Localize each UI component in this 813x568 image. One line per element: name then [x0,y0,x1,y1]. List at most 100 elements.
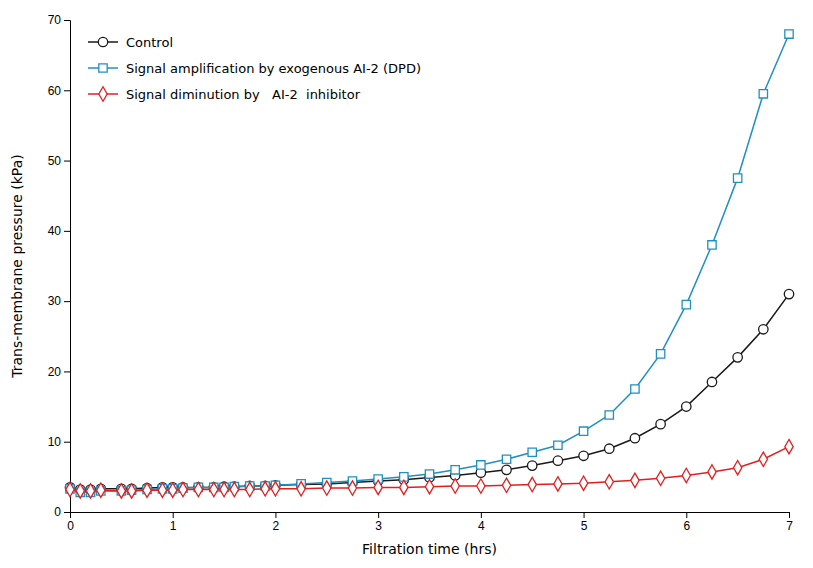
x-tick-label: 3 [375,519,382,533]
x-tick-label: 0 [67,519,74,533]
y-tick-label: 40 [48,224,62,238]
series-marker [210,482,218,496]
series-marker [97,483,105,497]
y-tick: 40 [48,224,70,238]
legend-label: Signal diminution by AI-2 inhibitor [126,87,361,102]
series-marker [477,479,485,493]
y-tick-label: 10 [48,435,62,449]
series-marker [143,483,151,497]
series-marker [297,482,305,496]
x-tick: 6 [683,512,690,533]
series-marker [554,477,562,491]
series-marker [271,482,279,496]
legend-item: Signal diminution by AI-2 inhibitor [88,87,361,102]
series-marker [579,451,588,460]
series-marker [246,482,254,496]
series-marker [502,455,510,463]
series-marker [527,461,536,470]
x-tick: 4 [478,512,485,533]
x-tick-mark [378,512,379,518]
x-tick: 2 [273,512,280,533]
series-marker [528,448,536,456]
x-tick: 7 [786,512,793,533]
legend-label: Control [126,35,173,50]
x-tick-label: 1 [170,519,177,533]
series [65,289,793,494]
series-marker [733,174,741,182]
x-axis-line [71,513,790,519]
series-marker [451,479,459,493]
plot: 01234567010203040506070Filtration time (… [9,13,794,557]
x-tick: 1 [170,512,177,533]
y-tick: 30 [48,294,70,308]
series-marker [86,484,94,498]
series-marker [323,481,331,495]
y-axis-title: Trans-membrane pressure (kPa) [9,154,25,378]
series-marker [374,480,382,494]
series-marker [127,484,135,498]
legend-item: Signal amplification by exogenous AI-2 (… [88,61,421,76]
series-marker [785,30,793,38]
x-tick-mark [481,512,482,518]
series-marker [220,482,228,496]
y-tick-mark [64,442,70,443]
series-marker [707,377,716,386]
x-tick-mark [275,512,276,518]
series-marker [631,385,639,393]
series-marker [553,456,562,465]
series-marker [76,484,84,498]
series-marker [656,471,664,485]
series-marker [784,289,793,298]
series-marker [502,478,510,492]
series-group [65,30,793,498]
legend-item: Control [88,35,173,50]
series-marker [708,465,716,479]
series-marker [785,439,793,453]
chart: 01234567010203040506070Filtration time (… [0,0,813,568]
series-marker [631,473,639,487]
series [66,30,793,497]
x-tick-label: 5 [581,519,588,533]
y-tick-label: 50 [48,154,62,168]
series-marker [179,482,187,496]
x-tick: 0 [67,512,74,533]
x-tick-mark [173,512,174,518]
y-tick-mark [64,371,70,372]
legend-swatch-marker [99,87,107,101]
series-marker [656,350,664,358]
series-marker [579,427,587,435]
y-tick-label: 20 [48,365,62,379]
series-marker [194,482,202,496]
y-tick-label: 0 [54,505,61,519]
series-marker [425,470,433,478]
y-tick-mark [64,301,70,302]
series-marker [158,483,166,497]
y-tick-mark [64,90,70,91]
series-marker [605,411,613,419]
series-line [70,34,789,492]
series-marker [682,300,690,308]
series-marker [682,468,690,482]
series-marker [230,482,238,496]
x-tick-label: 7 [786,519,793,533]
series-marker [759,325,768,334]
series-marker [348,481,356,495]
y-tick: 0 [54,505,70,519]
series-marker [605,444,614,453]
series-marker [605,475,613,489]
series-marker [400,480,408,494]
x-tick-mark [789,512,790,518]
legend-swatch-marker [99,64,107,72]
y-axis-line [64,21,71,513]
legend: Control Signal amplification by exogenous… [88,35,421,102]
series-marker [759,90,767,98]
series-marker [733,353,742,362]
series-line [70,294,789,489]
series-marker [656,419,665,428]
y-tick-mark [64,20,70,21]
series-marker [261,482,269,496]
y-axis: 010203040506070 [48,13,71,519]
y-tick-label: 60 [48,84,62,98]
x-axis: 0 1 2 3 4 5 6 7 [67,512,793,533]
x-tick-label: 4 [478,519,485,533]
